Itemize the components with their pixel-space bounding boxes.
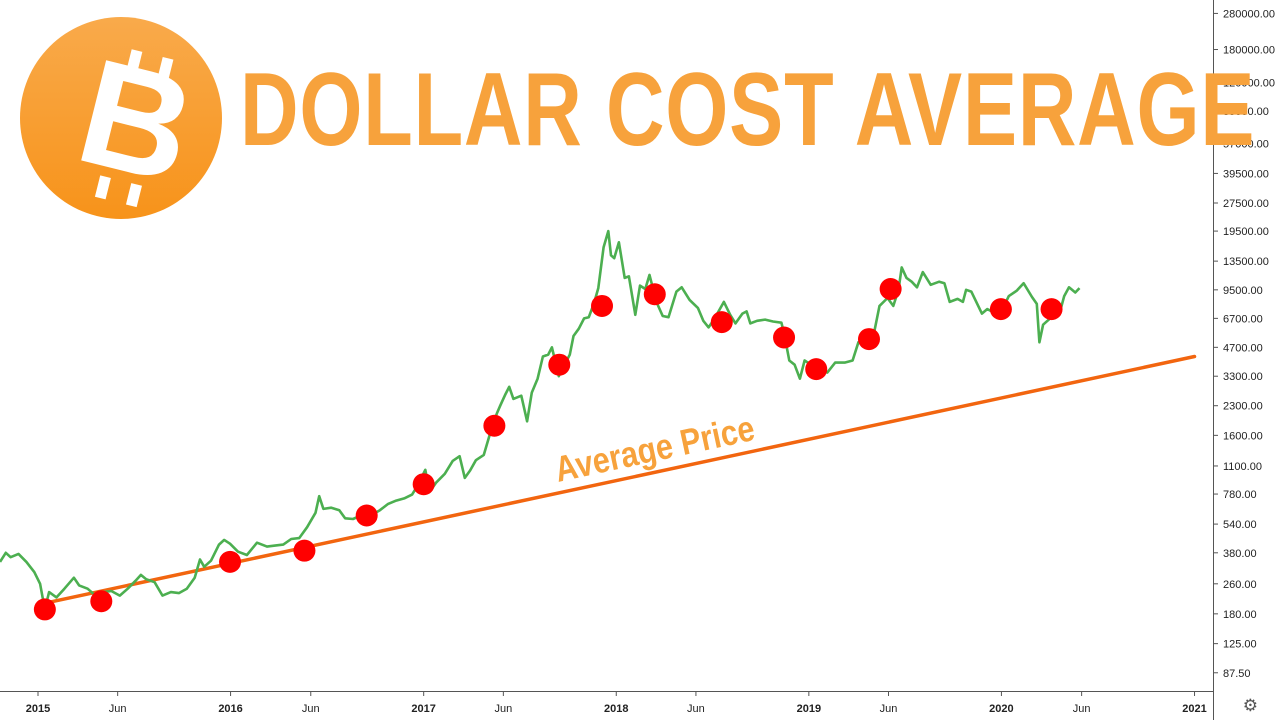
logo-stroke	[94, 175, 111, 200]
y-tick-label: 19500.00	[1223, 226, 1269, 238]
buy-point	[1040, 298, 1063, 321]
logo-circle	[20, 17, 222, 219]
x-tick-label: Jun	[1073, 703, 1091, 715]
x-tick-label: Jun	[687, 703, 705, 715]
x-tick-label: Jun	[494, 703, 512, 715]
y-tick-label: 2300.00	[1223, 401, 1263, 413]
buy-point	[219, 550, 242, 573]
buy-point	[412, 473, 435, 496]
y-tick-label: 9500.00	[1223, 285, 1263, 297]
x-tick-label: 2016	[218, 703, 242, 715]
y-tick-label: 180.00	[1223, 609, 1257, 621]
x-tick-label: Jun	[109, 703, 127, 715]
buy-point	[355, 504, 378, 527]
settings-gear-icon[interactable]: ⚙	[1242, 696, 1258, 716]
buy-point	[710, 311, 733, 334]
time-scale[interactable]: 2015 Jun 2016 Jun 2017 Jun 2018 Jun 2019 Jun 2020 J…	[26, 691, 1207, 715]
x-tick-label: Jun	[880, 703, 898, 715]
y-tick-label: 4700.00	[1223, 342, 1263, 354]
y-tick-label: 540.00	[1223, 519, 1257, 531]
y-tick-label: 280000.00	[1223, 8, 1275, 20]
average-price-label: Average Price	[551, 409, 758, 491]
y-tick-label: 3300.00	[1223, 371, 1263, 383]
y-tick-label: 120000.00	[1223, 78, 1275, 90]
average-price-line	[43, 354, 1197, 605]
buy-point	[591, 294, 614, 317]
x-tick-label: 2015	[26, 703, 50, 715]
x-tick-label: 2018	[604, 703, 628, 715]
logo-stroke	[125, 183, 142, 208]
average-price-layer: Average Price	[43, 354, 1197, 605]
y-tick-label: 1600.00	[1223, 430, 1263, 442]
buy-point	[773, 326, 796, 349]
y-tick-label: 260.00	[1223, 579, 1257, 591]
buy-point	[879, 277, 902, 300]
y-tick-label: 780.00	[1223, 489, 1257, 501]
logo-stroke	[126, 49, 143, 74]
y-tick-label: 57000.00	[1223, 138, 1269, 150]
buy-dot-layer	[33, 277, 1063, 621]
buy-point	[643, 283, 666, 306]
buy-point	[33, 598, 56, 621]
y-tick-label: 39500.00	[1223, 168, 1269, 180]
y-tick-label: 27500.00	[1223, 198, 1269, 210]
y-tick-label: 87.50	[1223, 668, 1251, 680]
y-tick-label: 6700.00	[1223, 313, 1263, 325]
x-tick-label: Jun	[302, 703, 320, 715]
buy-point	[548, 353, 571, 376]
x-tick-label: 2019	[797, 703, 821, 715]
y-tick-label: 125.00	[1223, 639, 1257, 651]
logo-stroke	[157, 56, 174, 81]
price-line-layer	[0, 229, 1081, 611]
buy-point	[989, 298, 1012, 321]
page-title: DOLLAR COST AVERAGE	[240, 52, 1256, 168]
buy-point	[90, 590, 113, 613]
buy-point	[805, 358, 828, 381]
buy-point	[483, 414, 506, 437]
x-tick-label: 2020	[989, 703, 1013, 715]
y-tick-label: 1100.00	[1223, 461, 1262, 473]
y-tick-label: 85000.00	[1223, 106, 1269, 118]
buy-point	[293, 539, 316, 562]
x-tick-label: 2021	[1182, 703, 1206, 715]
price-scale[interactable]: 87.50 125.00 180.00 260.00 380.00 540.00 780.0…	[1213, 8, 1275, 680]
x-tick-label: 2017	[411, 703, 435, 715]
y-tick-label: 13500.00	[1223, 256, 1269, 268]
y-tick-label: 180000.00	[1223, 45, 1275, 57]
y-tick-label: 380.00	[1223, 548, 1257, 560]
bitcoin-logo-icon: B	[20, 17, 222, 219]
buy-point	[857, 328, 880, 351]
price-line	[0, 229, 1081, 611]
